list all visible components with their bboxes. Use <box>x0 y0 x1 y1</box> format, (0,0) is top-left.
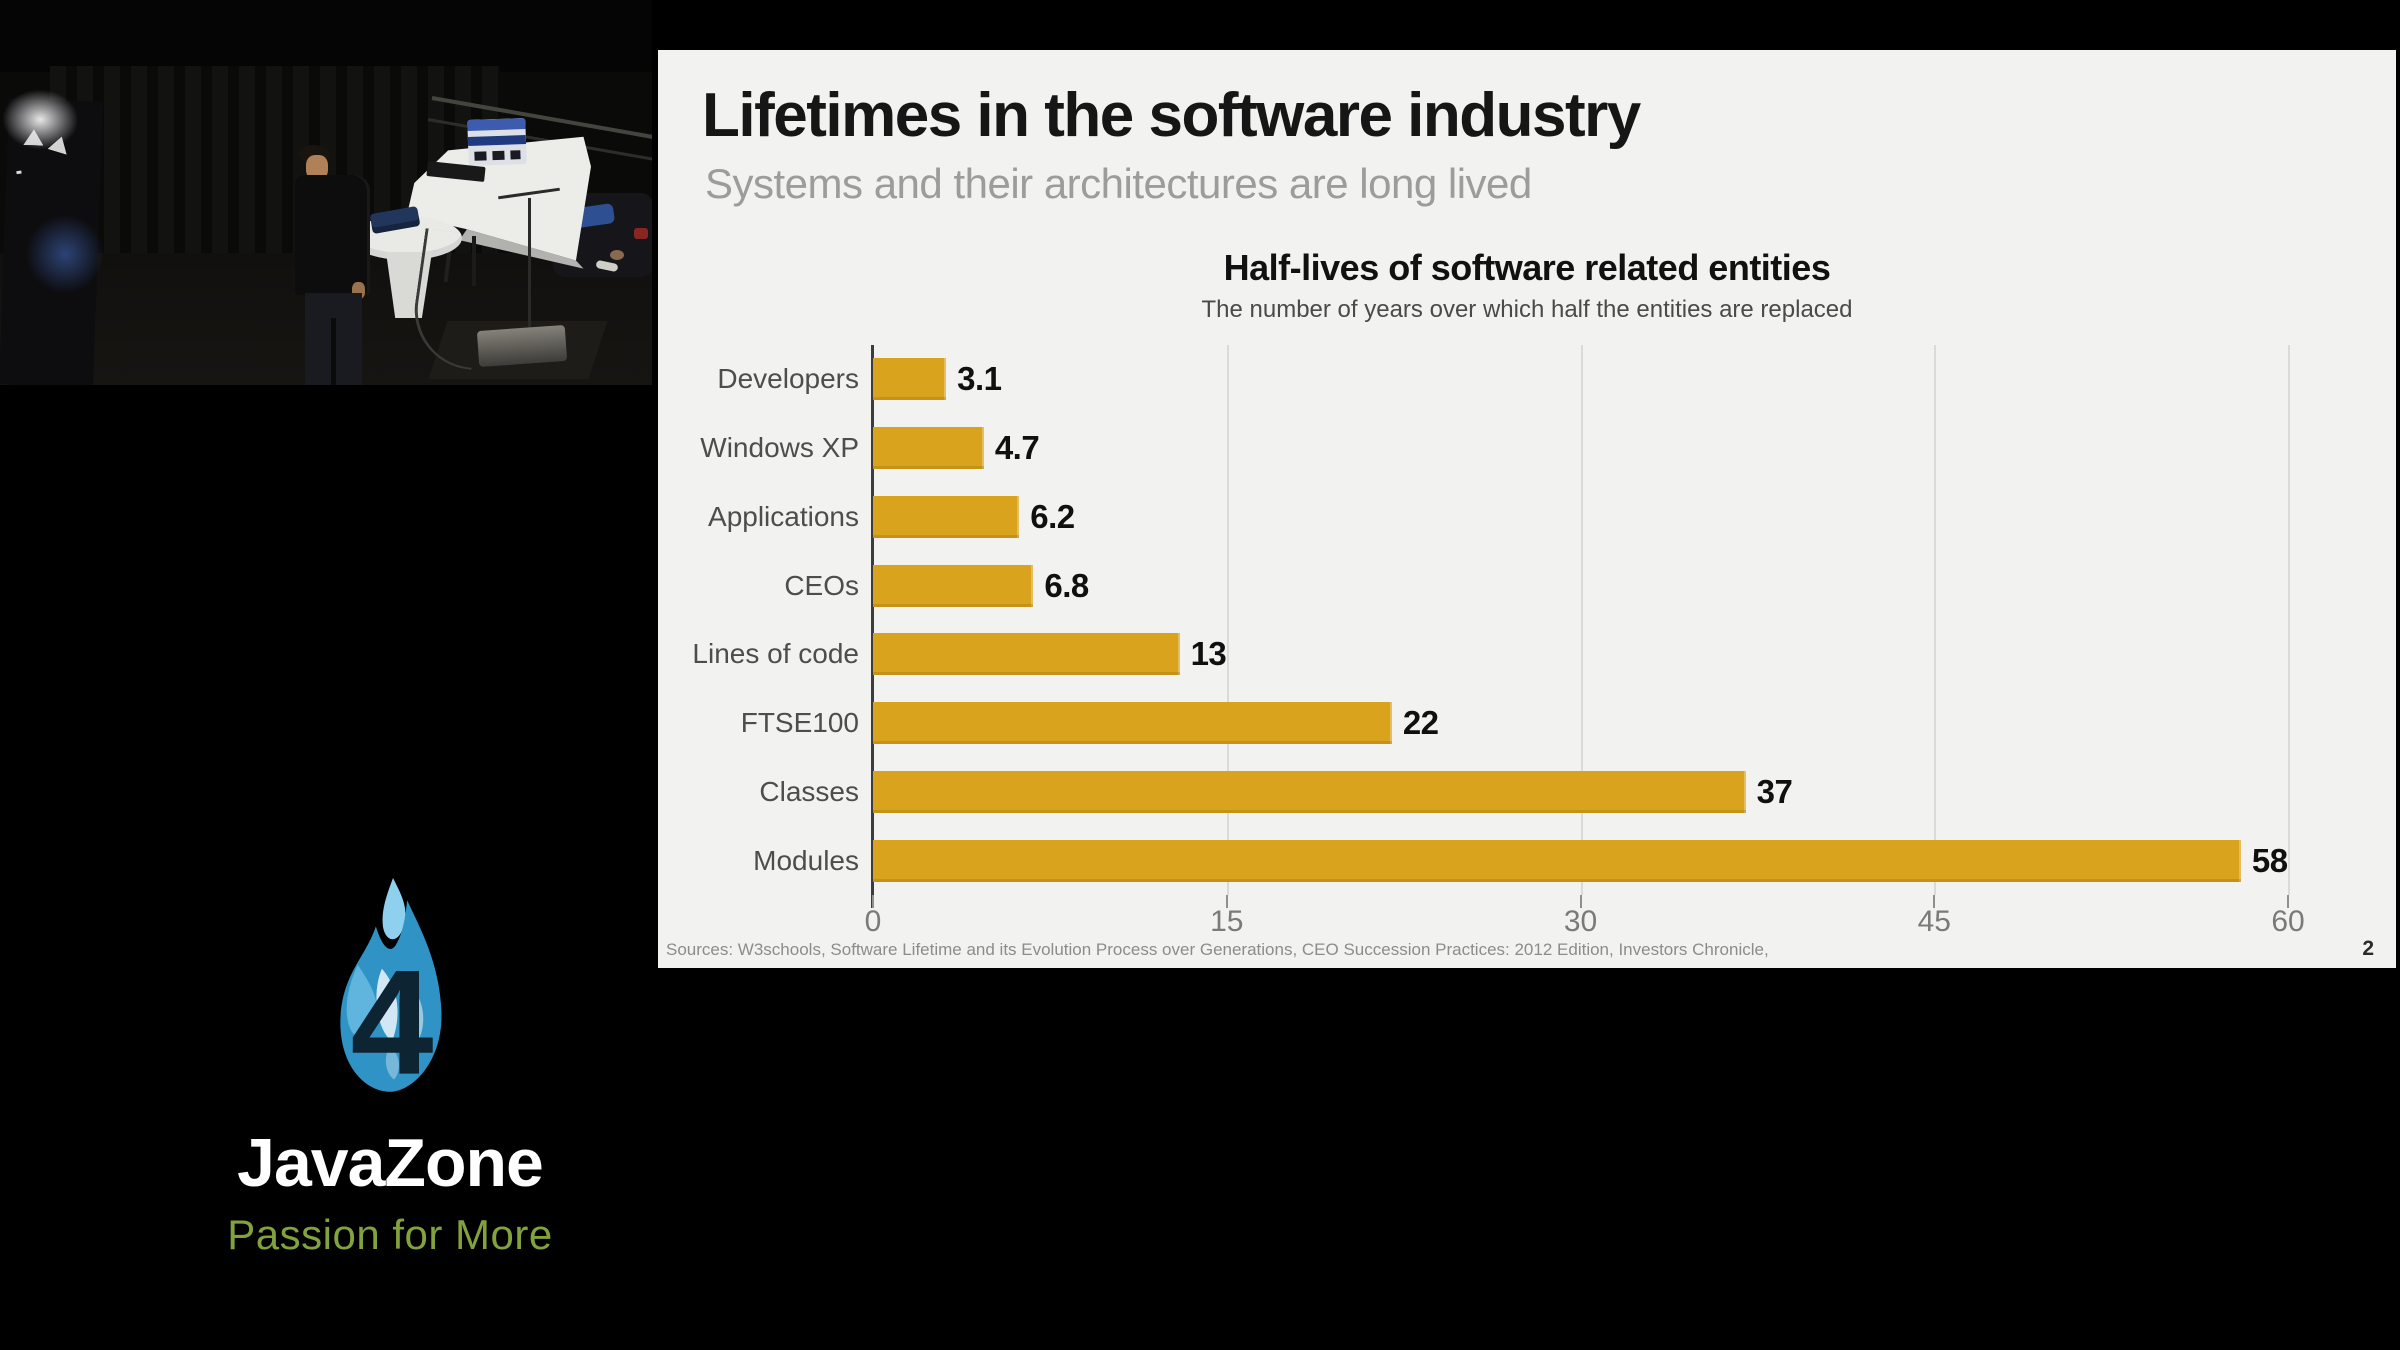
x-tick-label: 45 <box>1917 905 1951 938</box>
category-label: Modules <box>753 844 859 876</box>
logo-name: JavaZone <box>237 1125 544 1201</box>
flame-icon: 4 <box>340 878 442 1106</box>
bar <box>873 427 984 470</box>
bar <box>873 358 947 401</box>
bar <box>873 564 1034 607</box>
bar-row: 58 <box>873 826 2380 895</box>
audience-member <box>634 228 648 239</box>
x-tick-mark <box>872 895 874 908</box>
bar <box>873 770 1746 813</box>
x-tick-mark <box>2287 895 2290 908</box>
sources-note: Sources: W3schools, Software Lifetime an… <box>666 940 1769 959</box>
bar-row: 22 <box>873 689 2380 758</box>
x-tick-label: 30 <box>1563 905 1598 938</box>
bar <box>873 633 1180 676</box>
bar-value-label: 6.2 <box>1030 497 1075 535</box>
category-label: Developers <box>717 363 859 395</box>
presenter-legs-gap <box>331 318 336 385</box>
x-tick-label: 60 <box>2271 905 2305 938</box>
bar-value-label: 13 <box>1190 635 1227 673</box>
x-tick-label: 15 <box>1210 905 1244 938</box>
category-labels: Developers Windows XP Applications CEOs Line… <box>658 345 859 895</box>
bar-row: 6.2 <box>873 483 2380 552</box>
x-tick-mark <box>1933 895 1936 908</box>
gridline <box>1580 345 1583 895</box>
equipment-box <box>467 118 527 166</box>
x-tick-label: 0 <box>864 905 882 938</box>
bar-row: 3.1 <box>873 345 2380 414</box>
gridline <box>1934 345 1937 895</box>
mic-stand-base <box>476 324 568 368</box>
bar <box>873 702 1392 745</box>
presenter-face <box>306 155 328 180</box>
bar-rows: 3.1 4.7 6.2 6.8 13 22 37 58 <box>873 345 2380 895</box>
slide-page-number: 2 <box>2362 937 2374 960</box>
y-axis-line <box>871 345 874 908</box>
chart-header: Half-lives of software related entities … <box>658 247 2396 324</box>
gridline <box>2288 345 2291 895</box>
category-label: Applications <box>708 500 859 532</box>
slide-subtitle: Systems and their architectures are long… <box>705 160 1532 207</box>
chart-subtitle: The number of years over which half the … <box>1201 296 1853 323</box>
mic-stand <box>528 198 531 348</box>
bar <box>873 495 1020 538</box>
bar <box>873 839 2241 882</box>
slide-title: Lifetimes in the software industry <box>702 81 1641 150</box>
bar-row: 37 <box>873 758 2380 827</box>
audience-member <box>610 250 624 260</box>
javazone-logo: 4 JavaZone Passion for More <box>170 876 610 1259</box>
category-label: Windows XP <box>700 432 859 464</box>
bar-value-label: 37 <box>1756 772 1793 810</box>
x-tick-mark <box>1579 895 1582 908</box>
plot-area: 3.1 4.7 6.2 6.8 13 22 37 58 0 15 30 45 60 <box>865 345 2380 938</box>
banner-text-speckles <box>16 170 22 175</box>
category-label: Lines of code <box>692 638 859 670</box>
bar-row: 4.7 <box>873 414 2380 483</box>
category-label: CEOs <box>784 569 859 601</box>
bar-value-label: 3.1 <box>957 360 1002 398</box>
blue-stage-light <box>26 215 104 293</box>
gridline <box>1226 345 1229 895</box>
bar-value-label: 4.7 <box>994 429 1040 467</box>
table-leg <box>472 236 476 286</box>
bar-row: 6.8 <box>873 551 2380 620</box>
logo-number: 4 <box>351 939 434 1106</box>
x-tick-mark <box>1225 895 1228 908</box>
bar-value-label: 22 <box>1402 704 1439 742</box>
bar-value-label: 6.8 <box>1044 566 1089 604</box>
presenter-torso <box>295 175 370 295</box>
logo-tagline: Passion for More <box>227 1211 553 1258</box>
bar-value-label: 58 <box>2251 841 2288 879</box>
bar-row: 13 <box>873 620 2380 689</box>
category-label: FTSE100 <box>740 707 859 739</box>
presenter-video-feed <box>0 0 652 385</box>
chart-title: Half-lives of software related entities <box>1223 247 1831 288</box>
category-label: Classes <box>759 775 859 807</box>
presentation-slide: Lifetimes in the software industry Syste… <box>658 50 2396 968</box>
video-letterbox <box>0 0 652 72</box>
